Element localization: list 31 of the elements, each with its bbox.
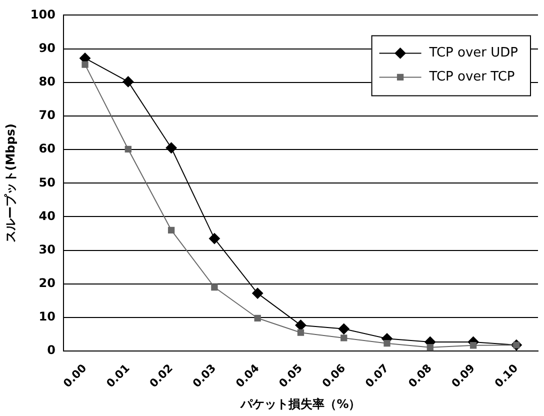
y-tick-label: 60 [38,142,56,156]
y-tick-label: 100 [30,7,56,22]
y-axis-title: スループット(Mbps) [3,124,18,243]
point [122,76,134,88]
y-tick-label: 90 [38,40,56,55]
point [470,342,477,349]
y-tick-label: 0 [47,343,56,358]
point [252,288,264,299]
legend-label: TCP over TCP [428,70,515,85]
y-tick-label: 50 [38,175,56,190]
point [338,323,350,334]
legend-label: TCP over UDP [428,46,518,61]
point [384,340,390,347]
point [211,284,218,291]
y-tick-label: 10 [38,310,56,324]
point [254,314,261,322]
x-axis-title: パケット損失率（%） [240,396,361,411]
point [166,142,177,154]
point [208,233,220,244]
point [168,226,175,234]
point [124,146,132,153]
y-tick-label: 70 [38,108,56,122]
y-tick-label: 40 [38,208,56,223]
point [295,320,306,331]
point [426,344,434,351]
point [340,334,348,342]
y-tick-label: 30 [38,242,56,256]
point [297,329,304,336]
point [82,61,88,68]
y-tick-label: 80 [38,74,56,88]
y-tick-label: 20 [38,276,56,290]
